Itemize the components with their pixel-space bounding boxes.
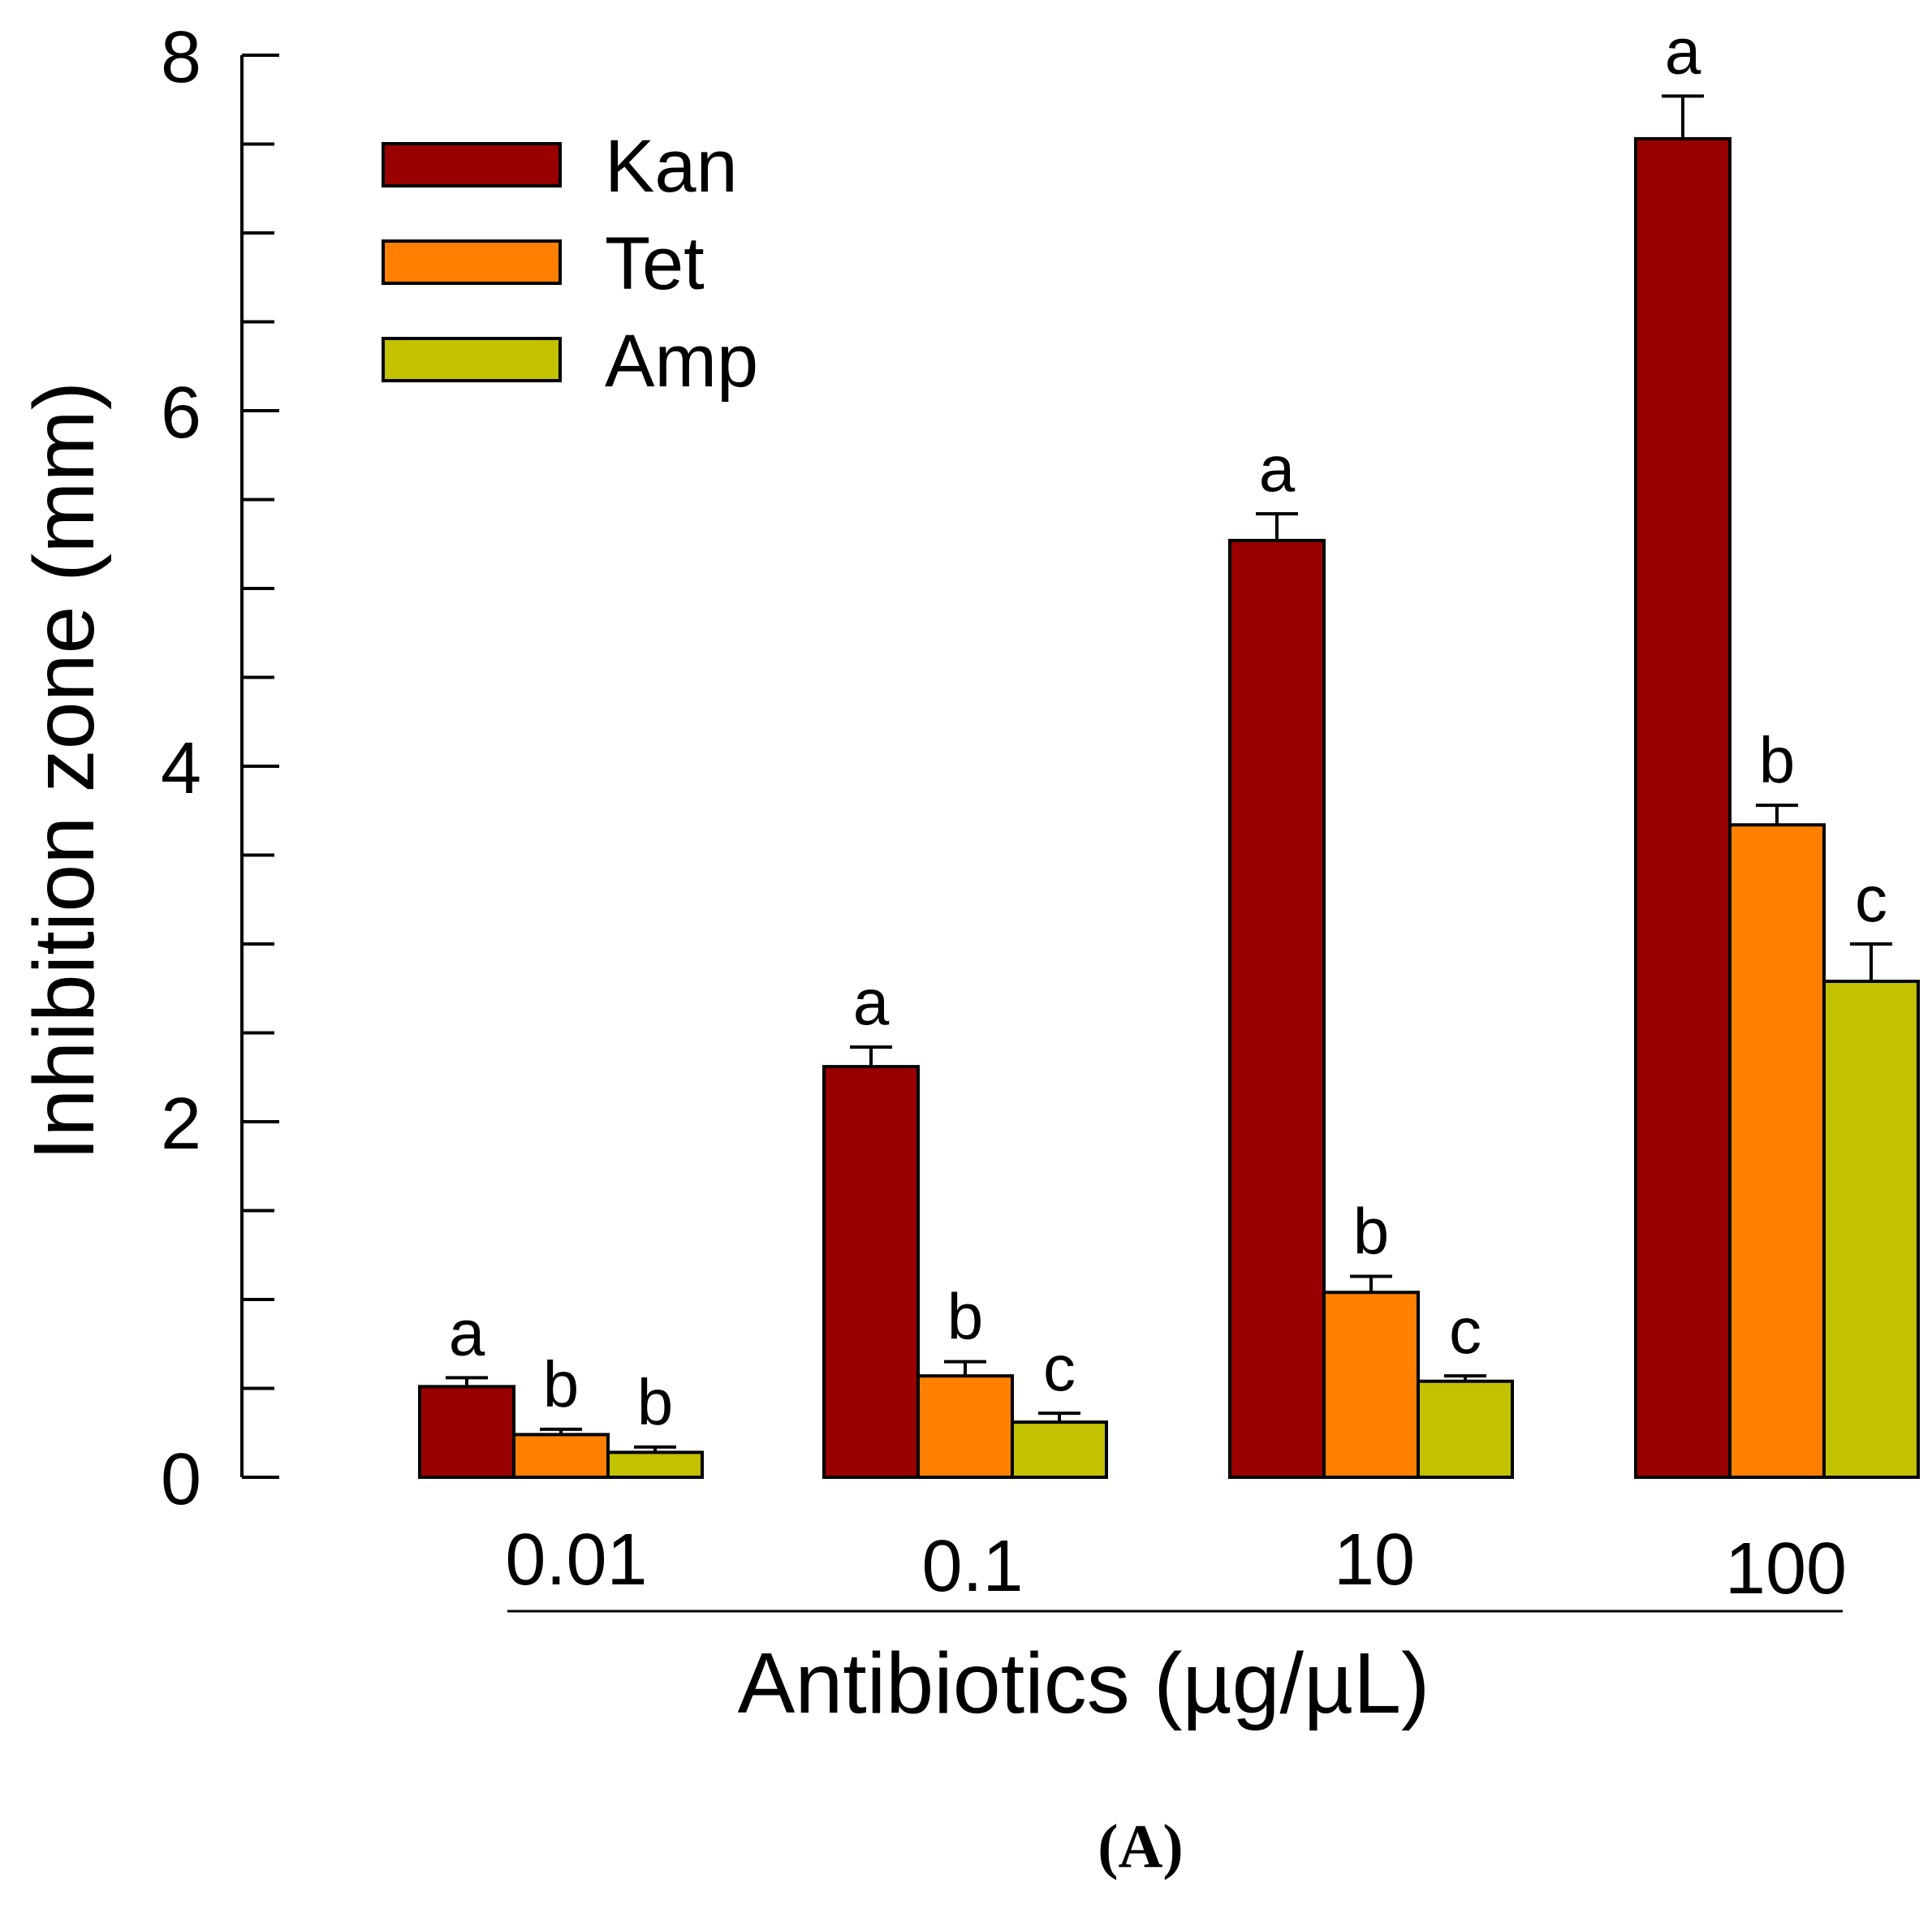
significance-letter: a: [449, 1296, 485, 1368]
significance-letter: a: [1665, 15, 1701, 87]
significance-letter: c: [1043, 1332, 1076, 1404]
bar-group-0.01: ab b: [418, 1296, 704, 1480]
bar-kan: [1634, 136, 1731, 1479]
significance-letter: c: [1449, 1295, 1481, 1367]
bar-amp: [606, 1450, 704, 1479]
bar-group-10: a bc: [1228, 433, 1514, 1479]
legend-label-amp: Amp: [605, 320, 758, 403]
x-axis-label: Antibiotics (µg/µL): [738, 1636, 1430, 1731]
significance-letter: a: [1259, 433, 1296, 505]
significance-letter: b: [1353, 1196, 1390, 1268]
significance-letter: a: [853, 966, 890, 1038]
bar-amp: [1011, 1420, 1108, 1479]
bar-amp: [1822, 979, 1920, 1479]
x-tick-label: 0.1: [921, 1526, 1023, 1607]
bar-amp: [1417, 1379, 1514, 1479]
x-tick-label: 100: [1725, 1528, 1847, 1610]
bar-tet: [1322, 1291, 1420, 1479]
bar-kan: [822, 1065, 920, 1479]
legend: Kan Tet Amp: [382, 125, 758, 403]
significance-letter: b: [637, 1366, 674, 1438]
y-tick-label: 8: [161, 17, 201, 98]
legend-label-kan: Kan: [605, 125, 738, 208]
bar-tet: [916, 1374, 1014, 1480]
legend-swatch-tet: [382, 239, 562, 285]
y-tick-label: 4: [161, 728, 201, 809]
y-axis-label: Inhibition zone (mm): [16, 381, 112, 1161]
legend-swatch-amp: [382, 337, 562, 382]
panel-label: (A): [1098, 1812, 1184, 1881]
y-tick-label: 6: [161, 373, 201, 454]
x-tick-label: 0.01: [505, 1519, 647, 1601]
bar-kan: [418, 1385, 515, 1480]
y-tick-label: 0: [161, 1439, 201, 1520]
y-axis: 0 2 4 6 8: [161, 17, 279, 1520]
x-tick-label: 10: [1334, 1519, 1415, 1601]
significance-letter: c: [1855, 863, 1887, 935]
significance-letter: b: [543, 1348, 580, 1420]
legend-label-tet: Tet: [605, 222, 705, 305]
bar-group-100: a bc: [1634, 15, 1920, 1479]
legend-swatch-kan: [382, 142, 562, 187]
bar-tet: [1728, 823, 1826, 1479]
y-tick-label: 2: [161, 1084, 201, 1165]
significance-letter: b: [947, 1281, 984, 1353]
bar-group-0.1: a bc: [822, 966, 1108, 1480]
bar-kan: [1228, 538, 1326, 1479]
significance-letter: b: [1759, 724, 1796, 796]
x-axis: 0.01 0.1 10 100: [505, 1519, 1847, 1610]
bar-tet: [512, 1433, 610, 1479]
